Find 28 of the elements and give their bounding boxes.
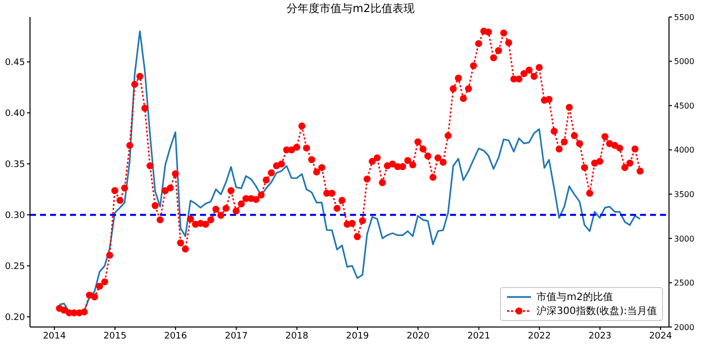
y-tick-label: 0.30 [4,211,26,222]
x-tick-label: 2020 [406,331,430,342]
x-tick-label: 2017 [224,331,248,342]
y2-tick-label: 2500 [674,278,694,288]
x-tick-label: 2018 [285,331,309,342]
x-tick-label: 2019 [346,331,370,342]
y2-tick-label: 5500 [674,12,694,22]
y2-tick-label: 4500 [674,101,694,110]
y2-tick-label: 2000 [674,322,694,332]
x-tick-label: 2023 [588,331,612,342]
y2-tick-label: 3500 [674,190,694,199]
chart-title: 分年度市值与m2比值表现 [286,2,414,15]
y2-tick-label: 3000 [674,234,694,244]
legend-label: 市值与m2的比值 [536,290,613,304]
y-tick-label: 0.45 [4,58,25,68]
y2-tick-label: 5000 [674,57,694,66]
legend-label: 沪深300指数(收盘):当月值 [536,304,657,318]
y-tick-label: 0.20 [4,313,26,323]
x-tick-label: 2015 [104,331,126,342]
x-tick-label: 2024 [649,331,672,342]
y-tick-label: 0.35 [4,160,25,170]
x-tick-label: 2016 [164,331,188,342]
x-tick-label: 2022 [528,331,551,342]
x-tick-label: 2014 [42,331,66,342]
y2-tick-label: 4000 [674,146,694,155]
y-tick-label: 0.40 [4,109,26,120]
x-tick-label: 2021 [467,331,490,342]
y-tick-label: 0.25 [4,262,25,272]
